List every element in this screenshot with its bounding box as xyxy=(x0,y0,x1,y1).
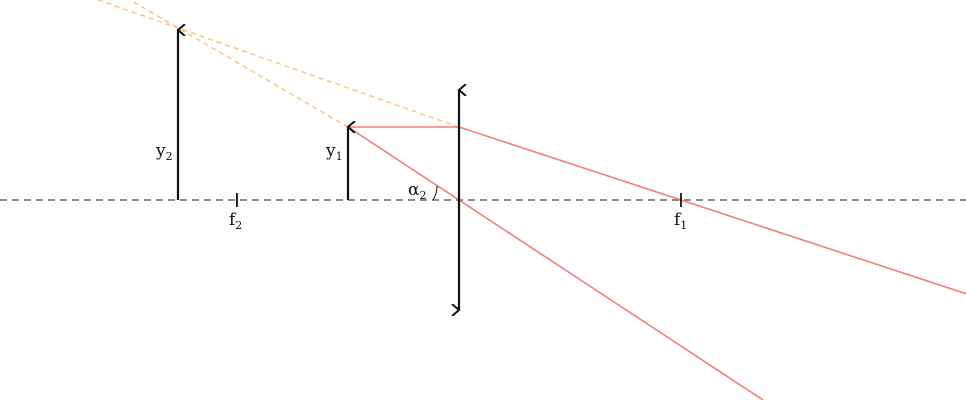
virtual-ray-parallel-extension xyxy=(96,0,460,128)
label-f1: f1 xyxy=(674,210,687,232)
ray-parallel xyxy=(348,126,966,295)
ray-through-center xyxy=(347,126,764,400)
label-f2: f2 xyxy=(229,210,242,232)
label-alpha2: α2 xyxy=(408,180,426,202)
virtual-ray-center-extension xyxy=(128,0,349,128)
label-y2: y2 xyxy=(155,141,173,163)
label-y1: y1 xyxy=(325,141,343,163)
angle-arc xyxy=(432,185,438,201)
